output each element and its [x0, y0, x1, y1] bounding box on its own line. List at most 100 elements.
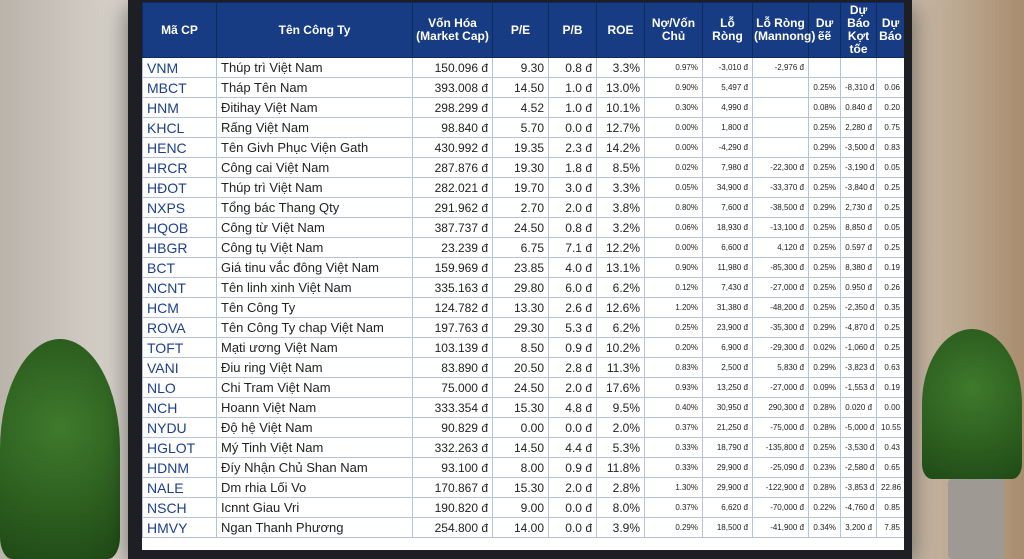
- table-cell: NXPS: [142, 197, 217, 218]
- table-cell: VANI: [142, 357, 217, 378]
- table-cell: 0.25%: [644, 317, 703, 338]
- table-cell: 159.969 đ: [412, 257, 493, 278]
- table-cell: [876, 57, 904, 78]
- table-cell: 18,930 đ: [702, 217, 753, 238]
- table-cell: 2.0 đ: [548, 197, 597, 218]
- table-cell: HDNM: [142, 457, 217, 478]
- table-cell: 2.0%: [596, 417, 645, 438]
- table-cell: 5.3%: [596, 437, 645, 458]
- table-cell: 0.00%: [644, 237, 703, 258]
- table-cell: 2,730 đ: [840, 197, 877, 218]
- table-cell: HENC: [142, 137, 217, 158]
- table-cell: 150.096 đ: [412, 57, 493, 78]
- table-cell: -4,760 đ: [840, 497, 877, 518]
- table-cell: 0.8 đ: [548, 217, 597, 238]
- table-cell: Tên Givh Phục Viện Gath: [216, 137, 413, 158]
- table-row: HRCR Công cai Việt Nam 287.876 đ 19.30 1.8 đ…: [142, 157, 904, 178]
- table-cell: 15.30: [492, 397, 549, 418]
- column-header: Nợ/Vốn Chủ: [644, 2, 703, 58]
- table-cell: 5.70: [492, 117, 549, 138]
- table-cell: 2.6 đ: [548, 297, 597, 318]
- table-cell: 2,280 đ: [840, 117, 877, 138]
- table-cell: 0.40%: [644, 397, 703, 418]
- table-cell: -41,900 đ: [752, 517, 809, 538]
- table-cell: Thúp trì Việt Nam: [216, 177, 413, 198]
- screen: Mã CP Tên Công Ty Vốn Hóa (Market Cap) P/E P…: [142, 2, 904, 550]
- column-header: Dự Báo: [876, 2, 904, 58]
- table-row: HCM Tên Công Ty 124.782 đ 13.30 2.6 đ 12.6% 1.…: [142, 297, 904, 318]
- table-cell: 83.890 đ: [412, 357, 493, 378]
- pot-right: [948, 479, 1004, 559]
- column-header: Lỗ Ròng: [702, 2, 753, 58]
- table-cell: 0.020 đ: [840, 397, 877, 418]
- table-cell: HNM: [142, 97, 217, 118]
- table-cell: 3.2%: [596, 217, 645, 238]
- table-cell: 387.737 đ: [412, 217, 493, 238]
- column-header: Dự Báo Kợt tốe: [840, 2, 877, 58]
- table-cell: 31,380 đ: [702, 297, 753, 318]
- table-cell: 93.100 đ: [412, 457, 493, 478]
- table-cell: 6.2%: [596, 277, 645, 298]
- table-cell: 0.33%: [644, 437, 703, 458]
- table-cell: 0.29%: [808, 357, 841, 378]
- table-cell: 29.80: [492, 277, 549, 298]
- table-cell: 11.8%: [596, 457, 645, 478]
- table-cell: 0.25%: [808, 157, 841, 178]
- table-cell: HQOB: [142, 217, 217, 238]
- table-cell: 0.63: [876, 357, 904, 378]
- table-cell: 0.29%: [808, 197, 841, 218]
- table-cell: 3.3%: [596, 57, 645, 78]
- table-cell: 0.0 đ: [548, 417, 597, 438]
- table-cell: Tên linh xinh Việt Nam: [216, 277, 413, 298]
- table-row: KHCL Rấng Việt Nam 98.840 đ 5.70 0.0 đ 12.7% 0…: [142, 117, 904, 138]
- table-cell: HMVY: [142, 517, 217, 538]
- table-cell: 282.021 đ: [412, 177, 493, 198]
- table-cell: 12.2%: [596, 237, 645, 258]
- table-cell: [840, 57, 877, 78]
- table-row: HBGR Công tụ Việt Nam 23.239 đ 6.75 7.1 đ 12.…: [142, 237, 904, 258]
- table-row: HMVY Ngan Thanh Phương 254.800 đ 14.00 0.0 đ…: [142, 517, 904, 538]
- table-cell: 13.1%: [596, 257, 645, 278]
- column-header: P/E: [492, 2, 549, 58]
- table-cell: 12.7%: [596, 117, 645, 138]
- table-cell: -2,976 đ: [752, 57, 809, 78]
- table-cell: 0.28%: [808, 417, 841, 438]
- column-header: Mã CP: [142, 2, 217, 58]
- table-cell: 0.25%: [808, 297, 841, 318]
- table-cell: -35,300 đ: [752, 317, 809, 338]
- table-row: HGLOT Mý Tinh Việt Nam 332.263 đ 14.50 4.4 đ…: [142, 437, 904, 458]
- table-cell: 21,250 đ: [702, 417, 753, 438]
- table-cell: 0.35: [876, 297, 904, 318]
- table-cell: Ngan Thanh Phương: [216, 517, 413, 538]
- table-cell: 6,620 đ: [702, 497, 753, 518]
- table-cell: 0.25%: [808, 257, 841, 278]
- table-cell: -13,100 đ: [752, 217, 809, 238]
- table-cell: 0.00: [876, 397, 904, 418]
- table-cell: [752, 97, 809, 118]
- table-cell: 1,800 đ: [702, 117, 753, 138]
- table-cell: 0.90%: [644, 77, 703, 98]
- table-cell: NYDU: [142, 417, 217, 438]
- table-cell: 0.8 đ: [548, 57, 597, 78]
- column-header: Vốn Hóa (Market Cap): [412, 2, 493, 58]
- table-cell: 2.70: [492, 197, 549, 218]
- table-cell: 23.239 đ: [412, 237, 493, 258]
- table-cell: -25,090 đ: [752, 457, 809, 478]
- table-cell: 14.2%: [596, 137, 645, 158]
- table-cell: 0.75: [876, 117, 904, 138]
- table-cell: 287.876 đ: [412, 157, 493, 178]
- table-cell: Công cai Việt Nam: [216, 157, 413, 178]
- table-cell: -27,000 đ: [752, 277, 809, 298]
- table-cell: 3.9%: [596, 517, 645, 538]
- table-cell: [808, 57, 841, 78]
- table-cell: VNM: [142, 57, 217, 78]
- table-cell: 9.5%: [596, 397, 645, 418]
- table-cell: -3,823 đ: [840, 357, 877, 378]
- table-cell: 0.12%: [644, 277, 703, 298]
- table-row: TOFT Mạti ương Việt Nam 103.139 đ 8.50 0.9 đ…: [142, 337, 904, 358]
- table-cell: 1.8 đ: [548, 157, 597, 178]
- table-cell: 90.829 đ: [412, 417, 493, 438]
- table-cell: BCT: [142, 257, 217, 278]
- table-cell: 23,900 đ: [702, 317, 753, 338]
- table-cell: 0.25: [876, 177, 904, 198]
